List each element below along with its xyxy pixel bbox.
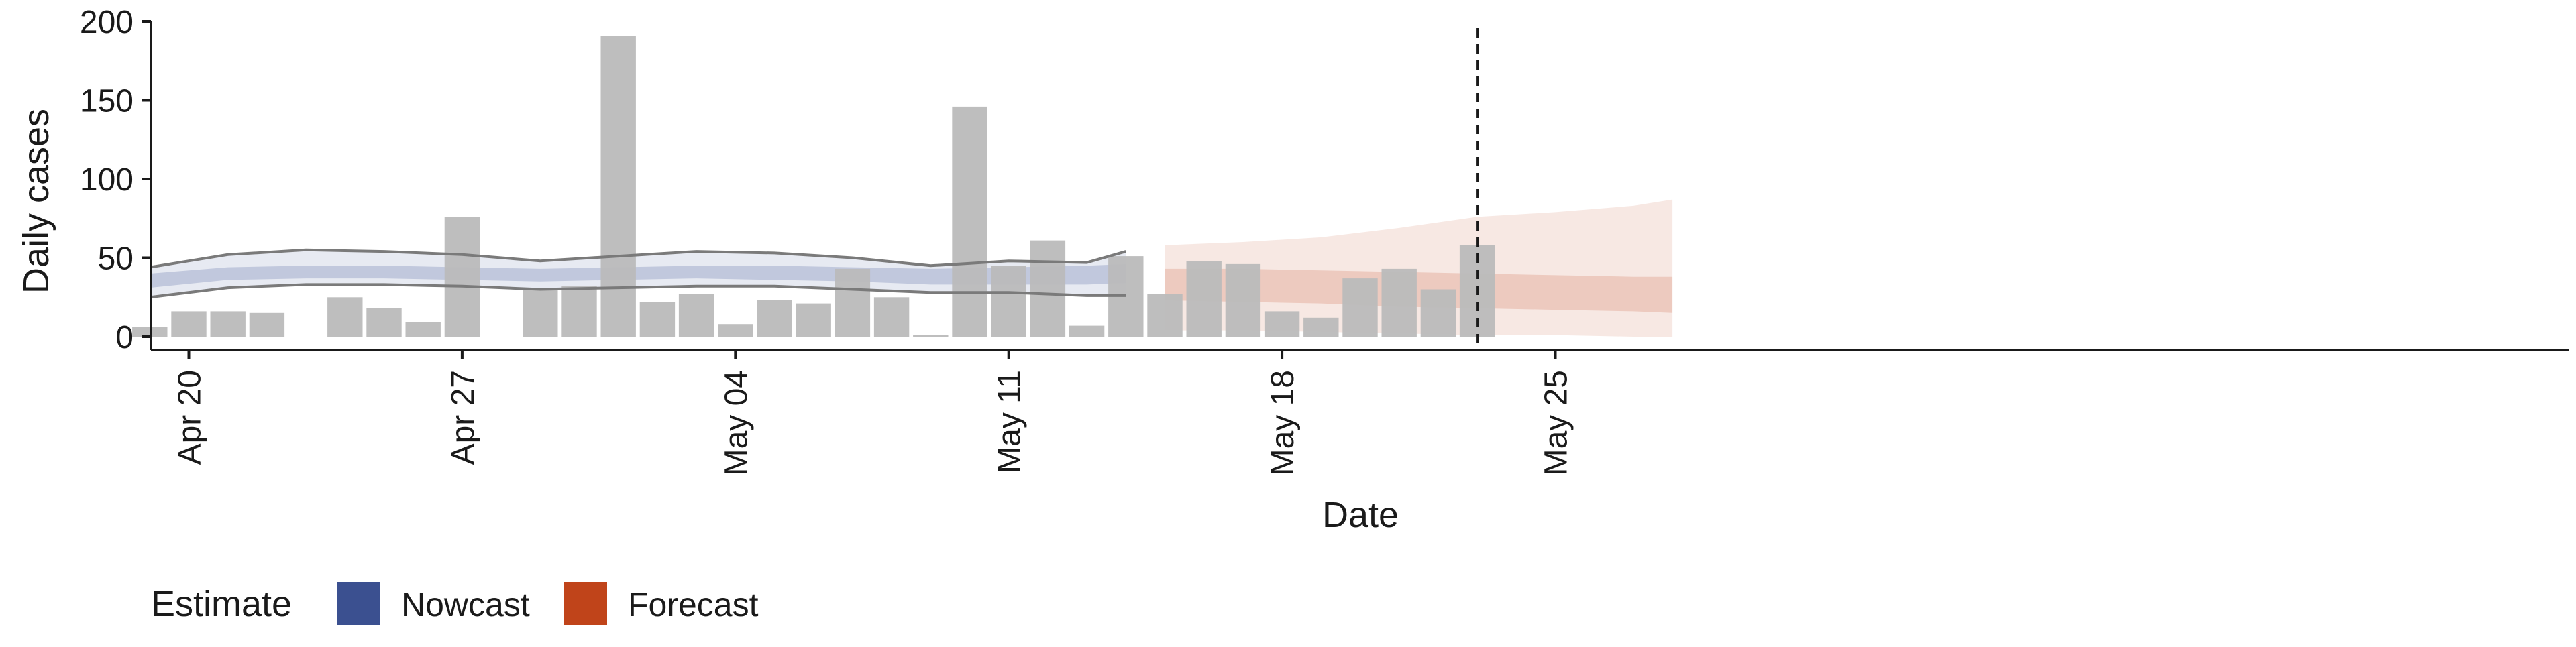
case-bar (561, 286, 597, 337)
axes (150, 21, 2569, 351)
legend-swatch-nowcast (337, 582, 380, 625)
nowcast-outer-upper-line (149, 248, 1126, 269)
x-tick-label: May 25 (1539, 370, 1574, 475)
y-tick-label: 0 (115, 320, 133, 355)
case-bar (1342, 278, 1378, 337)
case-bar (405, 322, 441, 337)
forecast-outer-band (1165, 199, 1673, 337)
legend-label-forecast: Forecast (628, 586, 759, 624)
x-axis-title: Date (1322, 495, 1399, 535)
case-bar (991, 266, 1026, 337)
case-bar (718, 324, 753, 337)
case-bar (1264, 311, 1300, 337)
x-tick-label: May 04 (718, 370, 754, 475)
y-tick-label: 200 (80, 5, 133, 40)
x-tick-label: Apr 20 (172, 370, 208, 465)
case-bar (873, 297, 910, 337)
legend-label-nowcast: Nowcast (401, 586, 530, 624)
x-tick-label: Apr 27 (445, 370, 481, 465)
nowcast-inner-band (150, 263, 1126, 288)
legend: Estimate Nowcast Forecast (151, 582, 759, 625)
nowcast-outer-lower-line (150, 283, 1126, 299)
y-tick-label: 150 (80, 84, 133, 119)
case-bar (366, 308, 402, 337)
forecast-inner-band (1165, 268, 1673, 313)
y-tick-label: 100 (80, 162, 133, 198)
case-bar (757, 300, 792, 337)
case-bar (639, 302, 676, 337)
y-ticks: 0 50 100 150 200 (80, 5, 151, 355)
x-tick-label: May 11 (992, 370, 1028, 473)
case-bar (171, 311, 207, 337)
case-bar (835, 268, 871, 337)
x-tick-label: May 18 (1265, 370, 1301, 475)
case-bar (678, 294, 714, 337)
legend-swatch-forecast (564, 582, 607, 625)
y-axis-title: Daily cases (16, 109, 56, 294)
case-bar (952, 106, 987, 337)
case-bar (1069, 325, 1105, 337)
y-tick-label: 50 (98, 241, 133, 277)
case-bar (249, 312, 285, 337)
case-bar (523, 288, 558, 337)
interval-lines (149, 248, 1126, 299)
case-bar (1186, 261, 1222, 337)
case-bar (1030, 240, 1066, 337)
case-bar (913, 335, 949, 337)
case-bar (444, 217, 480, 337)
case-bar (210, 311, 246, 337)
x-ticks: Apr 20 Apr 27 May 04 May 11 May 18 May 25 (172, 350, 1574, 475)
case-bar (796, 303, 831, 337)
case-bar (1381, 268, 1417, 337)
case-bar (1225, 263, 1261, 337)
legend-title: Estimate (151, 584, 292, 624)
case-bar (1420, 289, 1456, 337)
case-bar (1147, 294, 1183, 337)
case-bar (600, 36, 636, 337)
case-bar (327, 297, 363, 337)
case-bar (1303, 317, 1339, 337)
